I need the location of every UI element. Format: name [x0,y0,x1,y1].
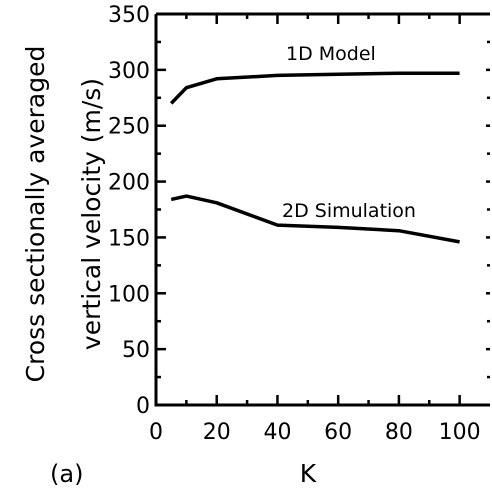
series-line-0 [169,71,460,105]
y-axis-title-line-1: Cross sectionally averaged [21,46,50,383]
y-tick-label: 0 [136,394,150,419]
y-tick-label: 100 [108,282,150,307]
x-tick-label: 60 [324,420,352,445]
series-group [169,71,460,244]
tick-labels: 0 50 100 150 200 250 300 350 0 20 40 60 80 100 [108,3,481,445]
y-tick-label: 300 [108,59,150,84]
y-axis-title: Cross sectionally averaged vertical velo… [21,46,106,383]
series-label-0: 1D Model [286,43,376,65]
y-axis-title-line-2: vertical velocity (m/s) [77,78,106,350]
x-axis-title: K [300,459,317,488]
x-tick-label: 40 [263,420,291,445]
y-tick-label: 50 [122,338,150,363]
series-line-1 [170,194,460,244]
panel-label: (a) [50,460,83,488]
axis-ticks [154,12,490,407]
x-tick-label: 80 [385,420,413,445]
y-tick-label: 150 [108,226,150,251]
x-tick-label: 20 [203,420,231,445]
y-tick-label: 250 [108,115,150,140]
y-tick-label: 350 [108,3,150,28]
series-label-1: 2D Simulation [282,200,416,222]
x-tick-label: 0 [149,420,163,445]
y-tick-label: 200 [108,171,150,196]
series-labels: 1D Model 2D Simulation [282,43,416,222]
x-tick-label: 100 [439,420,481,445]
